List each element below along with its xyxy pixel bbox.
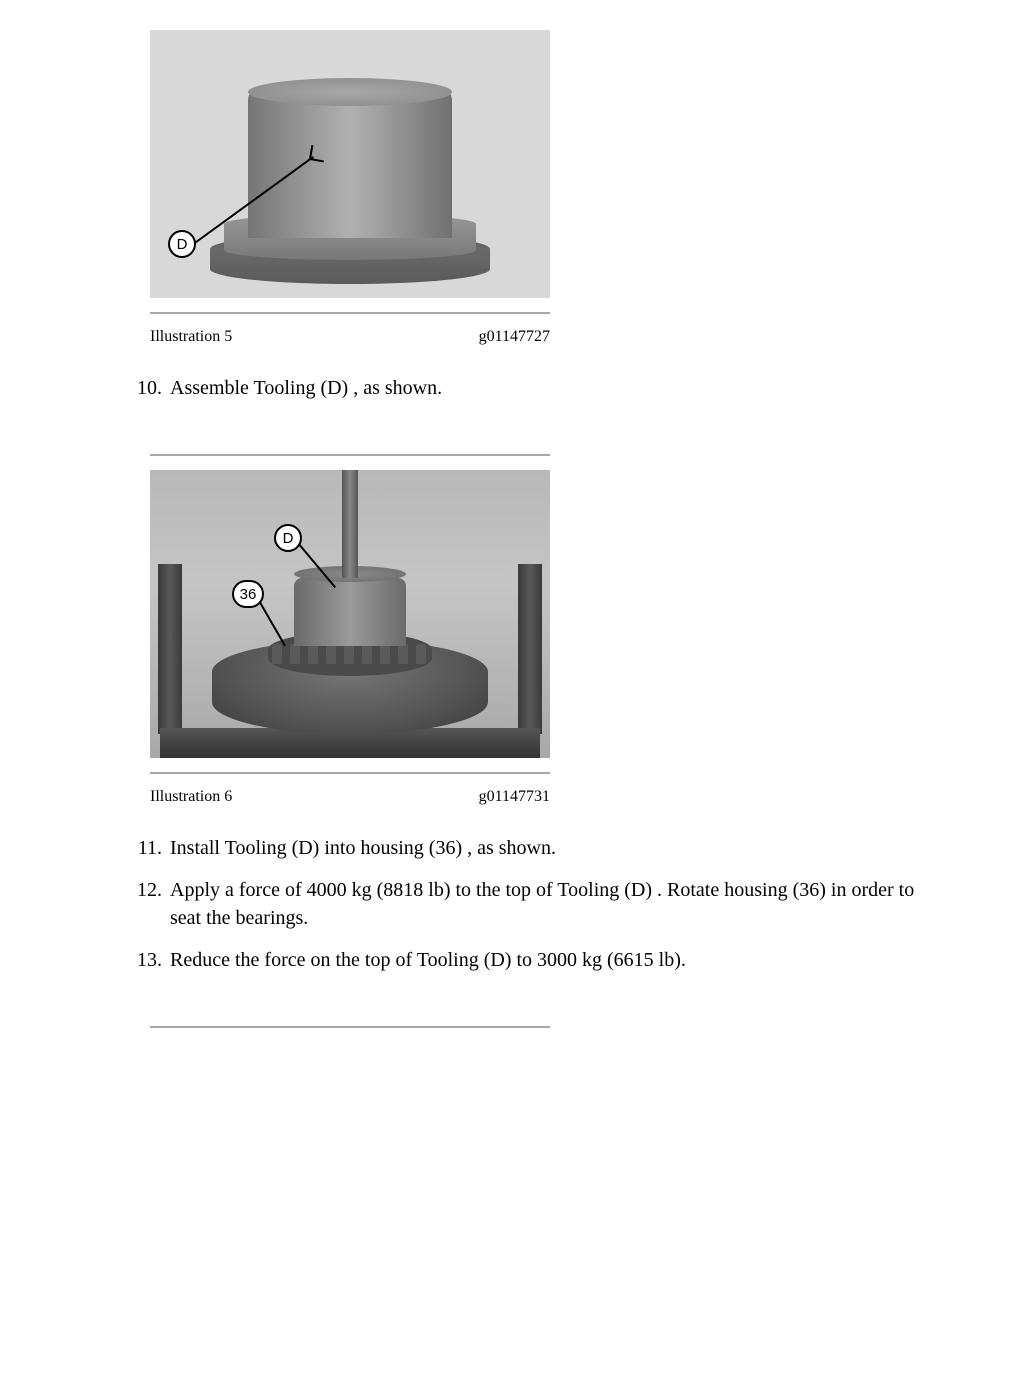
step-13: 13. Reduce the force on the top of Tooli… bbox=[130, 946, 942, 974]
illustration-6-caption: Illustration 6 g01147731 bbox=[150, 788, 550, 806]
trailing-divider-block bbox=[150, 1026, 942, 1028]
illustration-6-block: D 36 Illustration 6 g01147731 bbox=[150, 454, 942, 806]
step-number: 11. bbox=[130, 834, 170, 862]
illustration-5-caption: Illustration 5 g01147727 bbox=[150, 328, 550, 346]
caption-right: g01147727 bbox=[479, 328, 550, 346]
illustration-5-block: D Illustration 5 g01147727 bbox=[150, 30, 942, 346]
callout-36: 36 bbox=[232, 580, 264, 608]
press-post-right bbox=[518, 564, 542, 734]
press-post-left bbox=[158, 564, 182, 734]
divider bbox=[150, 772, 550, 774]
caption-right: g01147731 bbox=[479, 788, 550, 806]
callout-d: D bbox=[168, 230, 196, 258]
step-12: 12. Apply a force of 4000 kg (8818 lb) t… bbox=[130, 876, 942, 932]
step-10: 10. Assemble Tooling (D) , as shown. bbox=[130, 374, 942, 402]
gear-teeth bbox=[268, 644, 432, 666]
caption-left: Illustration 6 bbox=[150, 788, 232, 806]
illustration-5-image: D bbox=[150, 30, 550, 298]
step-number: 13. bbox=[130, 946, 170, 974]
step-number: 12. bbox=[130, 876, 170, 932]
step-text: Apply a force of 4000 kg (8818 lb) to th… bbox=[170, 876, 942, 932]
callout-d: D bbox=[274, 524, 302, 552]
step-text: Install Tooling (D) into housing (36) , … bbox=[170, 834, 942, 862]
caption-left: Illustration 5 bbox=[150, 328, 232, 346]
tool-top-shape bbox=[248, 78, 452, 106]
divider bbox=[150, 454, 550, 456]
tool-d-shape bbox=[294, 578, 406, 646]
spacer bbox=[130, 988, 942, 1026]
step-number: 10. bbox=[130, 374, 170, 402]
step-text: Reduce the force on the top of Tooling (… bbox=[170, 946, 942, 974]
document-content: D Illustration 5 g01147727 10. Assemble … bbox=[130, 30, 942, 1028]
press-rod bbox=[342, 470, 358, 578]
spacer bbox=[130, 416, 942, 454]
divider bbox=[150, 1026, 550, 1028]
divider bbox=[150, 312, 550, 314]
tool-cylinder-shape bbox=[248, 88, 452, 238]
step-text: Assemble Tooling (D) , as shown. bbox=[170, 374, 942, 402]
illustration-6-image: D 36 bbox=[150, 470, 550, 758]
step-11: 11. Install Tooling (D) into housing (36… bbox=[130, 834, 942, 862]
